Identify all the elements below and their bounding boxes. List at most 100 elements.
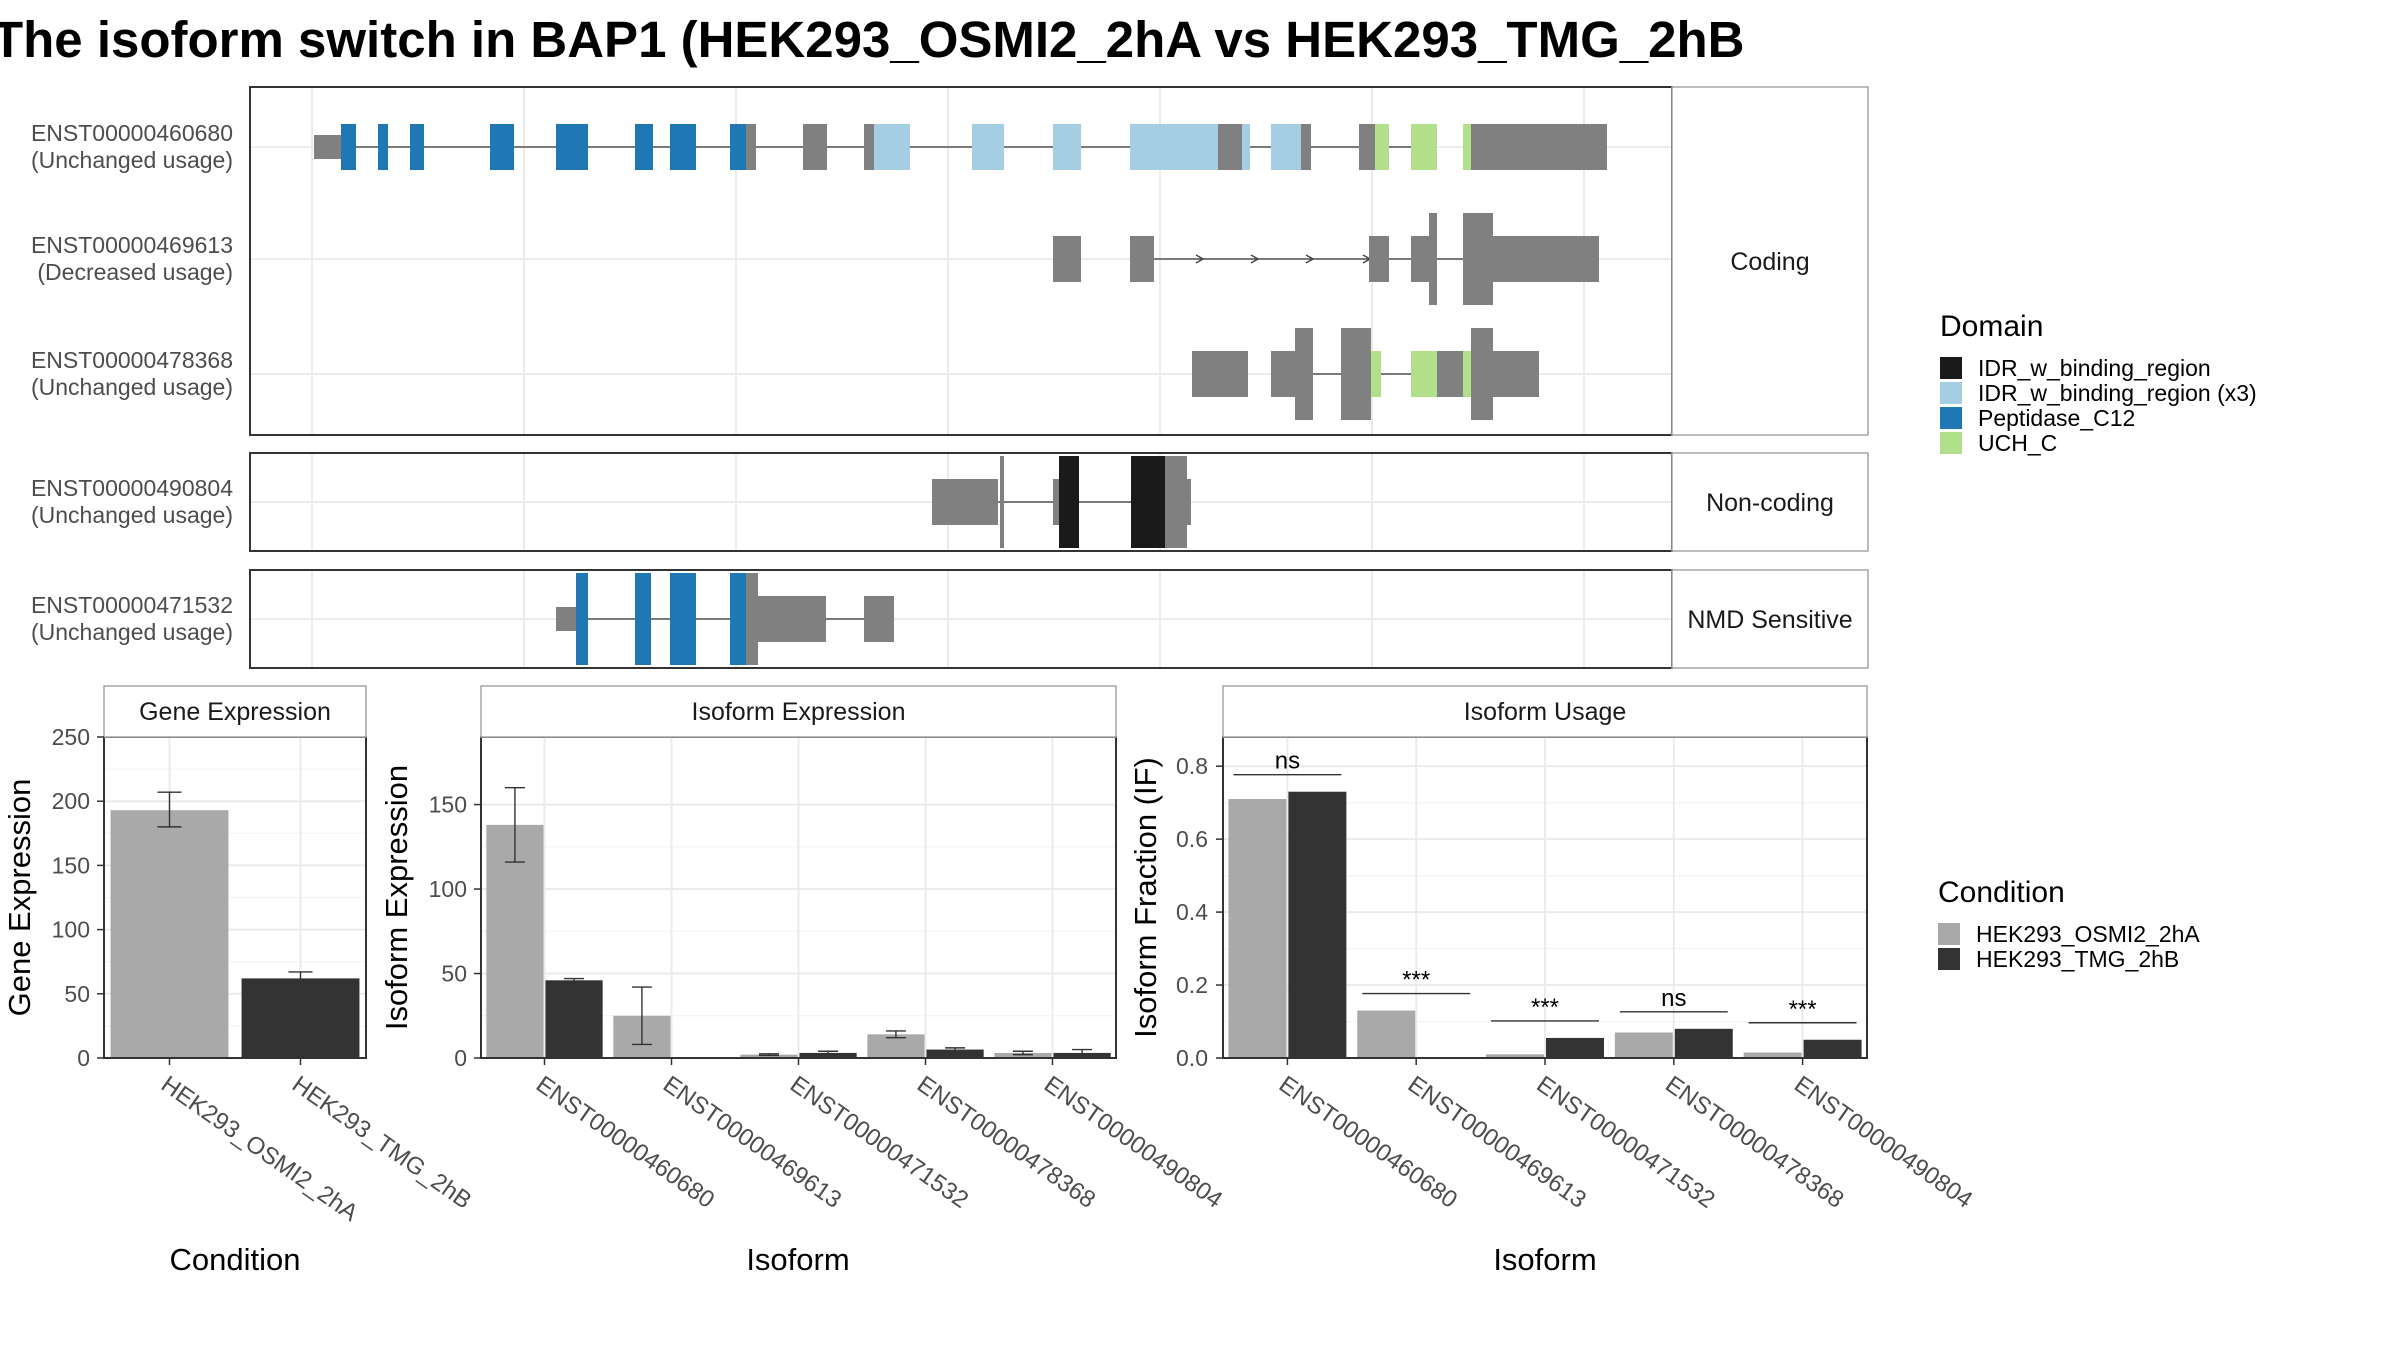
- chart-title-strip: [480, 685, 1117, 738]
- y-tick-label: 50: [441, 961, 467, 987]
- condition-legend-label: HEK293_OSMI2_2hA: [1976, 921, 2200, 947]
- exon: [1242, 124, 1250, 170]
- condition-legend-key: [1938, 923, 1960, 945]
- exon: [1053, 479, 1059, 525]
- transcript-id-label: ENST00000460680: [31, 120, 233, 146]
- y-axis-title: Isoform Fraction (IF): [1128, 757, 1163, 1038]
- exon: [1271, 351, 1297, 397]
- significance-label: ***: [1789, 996, 1817, 1023]
- exon: [746, 573, 758, 665]
- domain-legend-label: IDR_w_binding_region: [1978, 355, 2211, 381]
- exon: [1000, 456, 1004, 548]
- exon: [1471, 124, 1493, 170]
- y-tick-label: 0: [454, 1045, 467, 1071]
- exon: [1411, 236, 1431, 282]
- exon: [378, 124, 388, 170]
- y-tick-label: 0.4: [1176, 899, 1208, 925]
- bar: [867, 1034, 925, 1058]
- bar: [545, 980, 603, 1058]
- facet-strip-label: Non-coding: [1706, 489, 1834, 517]
- bar: [1743, 1052, 1802, 1058]
- exon: [490, 124, 514, 170]
- chart-title: Isoform Usage: [1464, 698, 1627, 726]
- exon: [1411, 124, 1437, 170]
- x-axis-title: Condition: [170, 1242, 301, 1277]
- transcript-ENST00000460680: ENST00000460680(Unchanged usage): [31, 120, 1607, 173]
- bar: [110, 810, 229, 1058]
- exon: [1437, 351, 1463, 397]
- bar: [1486, 1054, 1544, 1058]
- y-tick-label: 200: [52, 788, 90, 814]
- bar: [1228, 799, 1287, 1058]
- transcript-id-label: ENST00000490804: [31, 475, 233, 501]
- y-tick-label: 50: [64, 981, 90, 1007]
- y-tick-label: 0.6: [1176, 826, 1208, 852]
- bar: [740, 1054, 798, 1058]
- bar: [1803, 1039, 1862, 1058]
- chart-1: Isoform Expression050100150ENST000004606…: [379, 685, 1227, 1277]
- transcript-structure-panel: Coding Non-coding NMD Sensitive ENST0000046…: [31, 86, 1869, 669]
- exon: [1371, 351, 1381, 397]
- domain-legend-label: IDR_w_binding_region (x3): [1978, 380, 2257, 406]
- exon: [1053, 124, 1081, 170]
- transcript-usage-label: (Unchanged usage): [31, 502, 233, 528]
- y-tick-label: 0.0: [1176, 1045, 1208, 1071]
- bar: [926, 1049, 984, 1058]
- exon: [1168, 124, 1218, 170]
- domain-legend: Domain IDR_w_binding_regionIDR_w_binding…: [1940, 310, 2257, 456]
- exon: [803, 124, 827, 170]
- transcript-usage-label: (Unchanged usage): [31, 147, 233, 173]
- exon: [1218, 124, 1242, 170]
- transcript-ENST00000469613: ENST00000469613(Decreased usage): [31, 213, 1599, 305]
- bar: [486, 824, 544, 1058]
- transcript-id-label: ENST00000478368: [31, 347, 233, 373]
- exon: [1429, 213, 1437, 305]
- exon: [1341, 328, 1371, 420]
- bar: [994, 1052, 1052, 1058]
- exon: [1271, 124, 1301, 170]
- exon: [1375, 124, 1389, 170]
- x-axis-title: Isoform: [746, 1242, 849, 1277]
- exon: [1130, 124, 1158, 170]
- direction-arrow: [1305, 254, 1315, 264]
- exon: [864, 124, 874, 170]
- exon: [1463, 124, 1471, 170]
- transcript-ENST00000490804: ENST00000490804(Unchanged usage): [31, 456, 1191, 548]
- domain-legend-key: [1940, 407, 1962, 429]
- domain-legend-title: Domain: [1940, 310, 2043, 343]
- exon: [1131, 456, 1165, 548]
- y-tick-label: 0: [77, 1045, 90, 1071]
- exon: [1493, 351, 1539, 397]
- condition-legend-title: Condition: [1938, 876, 2065, 909]
- bar: [1674, 1028, 1733, 1058]
- exon: [670, 124, 696, 170]
- exon: [410, 124, 424, 170]
- exon: [635, 124, 653, 170]
- exon: [1130, 236, 1154, 282]
- y-tick-label: 100: [52, 917, 90, 943]
- exon: [1187, 479, 1191, 525]
- exon: [874, 124, 910, 170]
- chart-2: ns *** *** ns *** Isoform Usage 0.0 0.2 0.4 0.6 0.…: [1128, 685, 1977, 1277]
- exon: [576, 573, 588, 665]
- transcript-ENST00000478368: ENST00000478368(Unchanged usage): [31, 328, 1539, 420]
- bar: [1288, 791, 1347, 1058]
- exon: [864, 596, 894, 642]
- exon: [635, 573, 651, 665]
- exon: [314, 135, 344, 159]
- condition-legend-key: [1938, 948, 1960, 970]
- transcript-id-label: ENST00000471532: [31, 592, 233, 618]
- exon: [1411, 351, 1437, 397]
- bar: [799, 1052, 857, 1058]
- domain-legend-key: [1940, 432, 1962, 454]
- exon: [341, 124, 356, 170]
- exon: [1493, 124, 1607, 170]
- chart-title-strip: [103, 685, 367, 738]
- exon: [758, 596, 826, 642]
- y-tick-label: 250: [52, 724, 90, 750]
- facet-strip: [1671, 569, 1869, 669]
- facet-strip-label: Coding: [1730, 248, 1809, 276]
- transcript-usage-label: (Decreased usage): [37, 259, 233, 285]
- y-tick-label: 100: [429, 876, 467, 902]
